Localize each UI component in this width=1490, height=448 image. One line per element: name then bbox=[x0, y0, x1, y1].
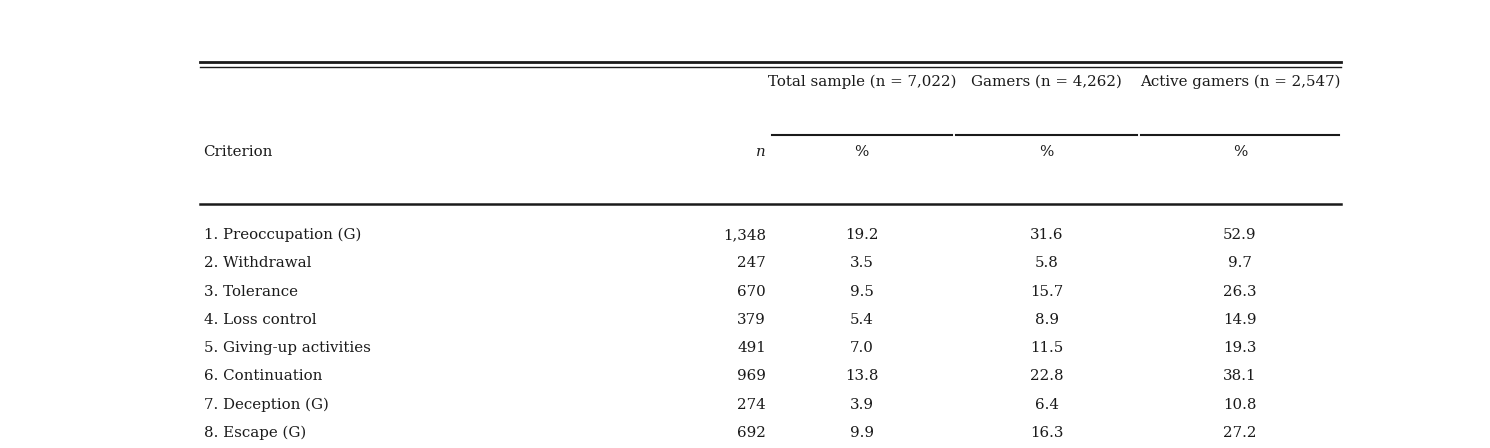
Text: 10.8: 10.8 bbox=[1223, 398, 1256, 412]
Text: %: % bbox=[855, 145, 869, 159]
Text: 52.9: 52.9 bbox=[1223, 228, 1256, 242]
Text: 2. Withdrawal: 2. Withdrawal bbox=[204, 256, 311, 270]
Text: 5.8: 5.8 bbox=[1034, 256, 1058, 270]
Text: 379: 379 bbox=[738, 313, 766, 327]
Text: 247: 247 bbox=[738, 256, 766, 270]
Text: 5. Giving-up activities: 5. Giving-up activities bbox=[204, 341, 371, 355]
Text: 16.3: 16.3 bbox=[1030, 426, 1064, 440]
Text: 1,348: 1,348 bbox=[723, 228, 766, 242]
Text: 19.3: 19.3 bbox=[1223, 341, 1256, 355]
Text: Active gamers (n = 2,547): Active gamers (n = 2,547) bbox=[1140, 74, 1340, 89]
Text: 3.9: 3.9 bbox=[849, 398, 873, 412]
Text: n: n bbox=[757, 145, 766, 159]
Text: 14.9: 14.9 bbox=[1223, 313, 1256, 327]
Text: 19.2: 19.2 bbox=[845, 228, 879, 242]
Text: 31.6: 31.6 bbox=[1030, 228, 1064, 242]
Text: 5.4: 5.4 bbox=[849, 313, 873, 327]
Text: 9.7: 9.7 bbox=[1228, 256, 1252, 270]
Text: 6.4: 6.4 bbox=[1034, 398, 1058, 412]
Text: 670: 670 bbox=[738, 284, 766, 298]
Text: 13.8: 13.8 bbox=[845, 370, 879, 383]
Text: 8.9: 8.9 bbox=[1034, 313, 1058, 327]
Text: 491: 491 bbox=[738, 341, 766, 355]
Text: %: % bbox=[1040, 145, 1053, 159]
Text: 9.9: 9.9 bbox=[849, 426, 873, 440]
Text: Gamers (n = 4,262): Gamers (n = 4,262) bbox=[971, 74, 1122, 88]
Text: 11.5: 11.5 bbox=[1030, 341, 1064, 355]
Text: Total sample (n = 7,022): Total sample (n = 7,022) bbox=[767, 74, 957, 89]
Text: 26.3: 26.3 bbox=[1223, 284, 1256, 298]
Text: 6. Continuation: 6. Continuation bbox=[204, 370, 322, 383]
Text: 9.5: 9.5 bbox=[849, 284, 873, 298]
Text: 692: 692 bbox=[738, 426, 766, 440]
Text: 7. Deception (G): 7. Deception (G) bbox=[204, 398, 328, 412]
Text: 969: 969 bbox=[738, 370, 766, 383]
Text: %: % bbox=[1232, 145, 1247, 159]
Text: 15.7: 15.7 bbox=[1030, 284, 1064, 298]
Text: 3. Tolerance: 3. Tolerance bbox=[204, 284, 298, 298]
Text: 4. Loss control: 4. Loss control bbox=[204, 313, 316, 327]
Text: 3.5: 3.5 bbox=[849, 256, 873, 270]
Text: 274: 274 bbox=[738, 398, 766, 412]
Text: 1. Preoccupation (G): 1. Preoccupation (G) bbox=[204, 228, 361, 242]
Text: 7.0: 7.0 bbox=[849, 341, 873, 355]
Text: 22.8: 22.8 bbox=[1030, 370, 1064, 383]
Text: 38.1: 38.1 bbox=[1223, 370, 1256, 383]
Text: 8. Escape (G): 8. Escape (G) bbox=[204, 426, 305, 440]
Text: 27.2: 27.2 bbox=[1223, 426, 1256, 440]
Text: Criterion: Criterion bbox=[204, 145, 273, 159]
